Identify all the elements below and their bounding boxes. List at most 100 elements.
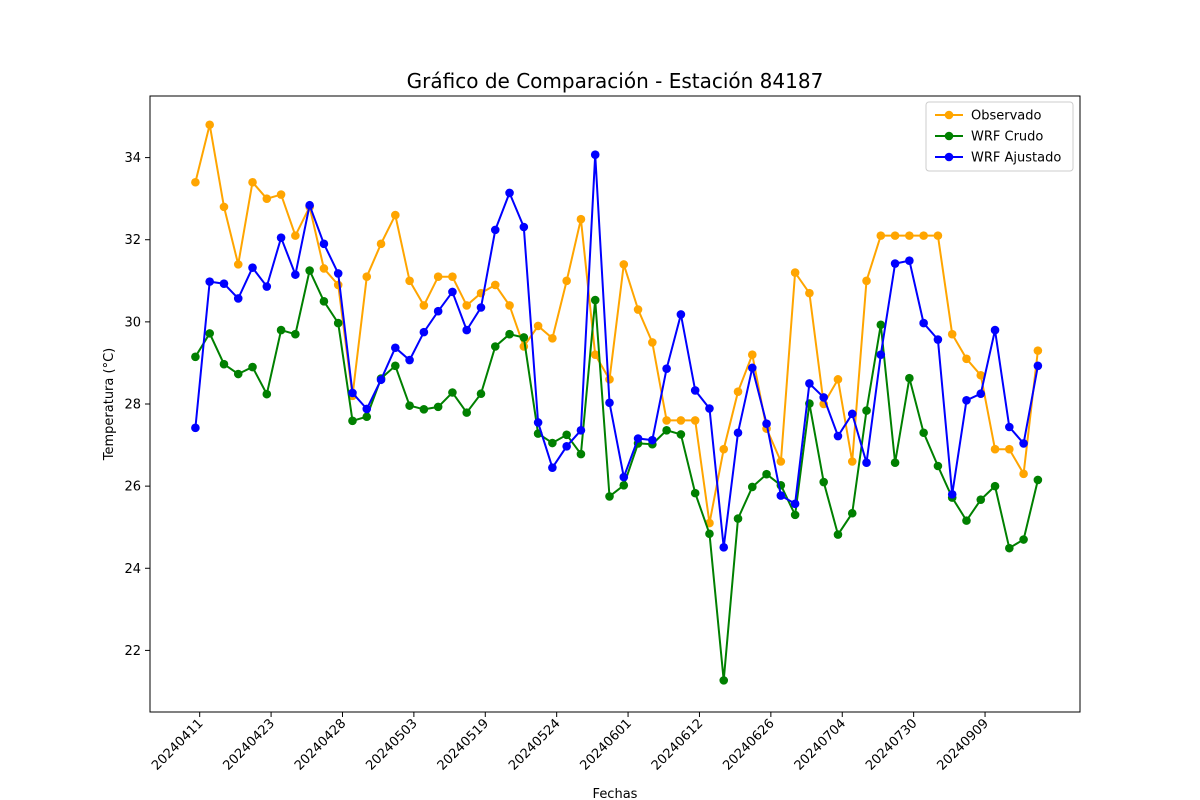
data-point	[747, 482, 757, 492]
data-point	[462, 408, 472, 417]
data-point	[391, 361, 400, 371]
legend-label: WRF Crudo	[971, 130, 1043, 145]
data-point	[1005, 422, 1014, 432]
data-point	[476, 389, 486, 399]
data-point	[276, 190, 286, 199]
data-point	[919, 231, 928, 240]
data-point	[1019, 469, 1028, 479]
series-observado	[191, 120, 1043, 528]
y-tick-label: 32	[124, 233, 141, 248]
data-point	[476, 303, 486, 312]
data-point	[590, 295, 600, 305]
data-point	[519, 222, 529, 232]
data-point	[833, 375, 843, 384]
data-point	[219, 359, 229, 369]
data-point	[1019, 535, 1028, 544]
data-point	[276, 233, 286, 242]
data-point	[947, 329, 957, 339]
data-point	[876, 350, 886, 360]
data-point	[705, 404, 714, 413]
data-point	[847, 457, 857, 466]
data-point	[876, 231, 886, 240]
data-point	[562, 276, 571, 286]
series-wrf-ajustado	[191, 150, 1043, 552]
data-point	[262, 389, 272, 399]
data-point	[1005, 543, 1014, 553]
data-point	[676, 310, 686, 319]
x-tick-label: 20240601	[577, 716, 634, 773]
data-point	[905, 373, 914, 383]
data-point	[490, 342, 500, 351]
series-line	[194, 124, 1039, 524]
data-point	[1033, 361, 1043, 371]
data-point	[947, 490, 957, 499]
data-point	[1033, 346, 1043, 355]
data-point	[505, 301, 514, 310]
data-point	[191, 423, 200, 433]
data-point	[976, 389, 986, 399]
x-tick-label: 20240519	[435, 716, 492, 773]
data-point	[191, 177, 200, 187]
legend-label: WRF Ajustado	[971, 151, 1061, 166]
x-axis-label: Fechas	[593, 787, 638, 800]
data-point	[362, 412, 372, 422]
data-point	[633, 305, 643, 314]
data-point	[933, 231, 943, 240]
data-point	[890, 259, 900, 268]
data-point	[605, 375, 614, 384]
data-point	[405, 355, 414, 365]
series-line	[194, 267, 1039, 681]
data-point	[391, 343, 400, 353]
data-point	[719, 444, 729, 454]
legend-item: WRF Ajustado	[935, 151, 1061, 166]
data-point	[490, 225, 500, 235]
legend-item: Observado	[935, 109, 1042, 124]
data-point	[919, 318, 928, 328]
data-point	[233, 260, 243, 269]
data-point	[319, 264, 329, 273]
data-point	[605, 492, 614, 501]
data-point	[619, 481, 629, 490]
x-tick-label: 20240612	[649, 716, 706, 773]
x-tick-label: 20240704	[792, 716, 849, 773]
data-point	[990, 444, 1000, 454]
data-point	[719, 543, 729, 552]
data-point	[305, 200, 314, 210]
legend-box	[925, 101, 1074, 172]
data-point	[833, 431, 843, 441]
data-point	[233, 294, 243, 303]
data-point	[919, 428, 928, 438]
data-point	[648, 338, 657, 347]
data-point	[419, 327, 429, 337]
data-point	[990, 481, 1000, 491]
data-point	[505, 329, 514, 339]
data-point	[205, 329, 214, 338]
data-point	[1033, 475, 1043, 485]
data-point	[191, 352, 200, 362]
data-point	[876, 320, 886, 330]
data-point	[319, 239, 329, 249]
data-point	[205, 120, 214, 130]
data-point	[733, 387, 743, 396]
data-point	[405, 401, 414, 410]
data-point	[448, 388, 457, 397]
data-point	[862, 458, 871, 468]
data-point	[790, 268, 800, 277]
data-point	[862, 406, 871, 415]
data-point	[747, 363, 757, 373]
data-point	[233, 369, 243, 379]
data-point	[990, 325, 1000, 335]
data-point	[362, 404, 372, 414]
data-point	[662, 416, 671, 425]
data-point	[762, 469, 771, 479]
data-point	[962, 396, 971, 405]
data-point	[348, 416, 357, 426]
data-point	[562, 430, 571, 440]
data-point	[562, 441, 571, 451]
data-point	[576, 449, 586, 459]
data-point	[690, 386, 700, 395]
data-point	[962, 516, 971, 525]
data-point	[847, 409, 857, 419]
data-point	[548, 463, 557, 472]
